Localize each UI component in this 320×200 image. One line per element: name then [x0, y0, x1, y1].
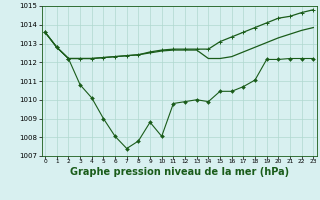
X-axis label: Graphe pression niveau de la mer (hPa): Graphe pression niveau de la mer (hPa): [70, 167, 289, 177]
